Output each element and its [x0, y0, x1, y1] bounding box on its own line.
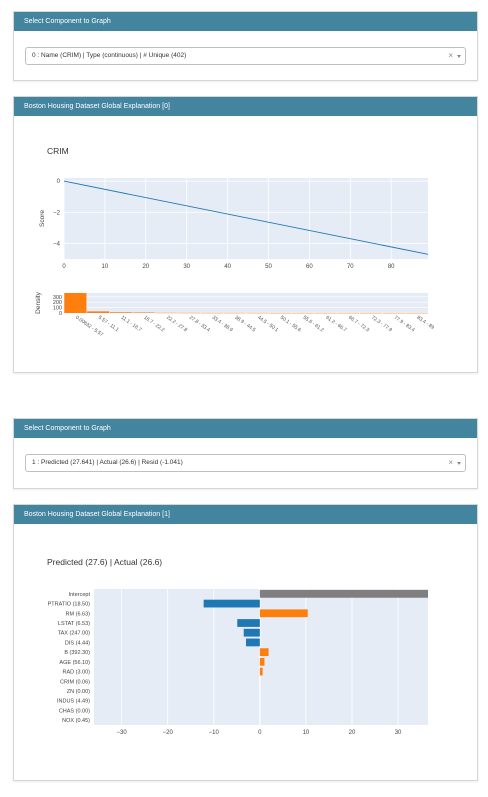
y-tick-label: 300 [53, 295, 62, 301]
y-tick-label: −2 [53, 210, 61, 216]
x-tick-label: 70 [347, 264, 354, 270]
card-header: Select Component to Graph [14, 12, 477, 31]
x-tick-label: 83.4 - 89 [415, 315, 435, 331]
x-tick-label: 20 [349, 730, 356, 736]
contribution-bar [259, 589, 428, 598]
y-tick-label: RM (6.63) [66, 611, 91, 617]
y-tick-label: CHAS (0.00) [59, 708, 90, 714]
y-tick-label: PTRATIO (18.50) [48, 602, 91, 608]
contribution-bar [237, 619, 260, 627]
select-value: 1 : Predicted (27.641) | Actual (26.6) |… [32, 459, 183, 466]
x-tick-label: 0 [62, 264, 66, 270]
card-header: Select Component to Graph [14, 419, 477, 438]
histogram-bar [87, 311, 110, 313]
x-tick-label: 55.6 - 61.2 [302, 315, 325, 334]
y-tick-label: 100 [53, 306, 62, 312]
x-tick-label: 80 [388, 264, 395, 270]
y-tick-label: AGE (56.10) [59, 660, 90, 666]
y-axis-label: Score [39, 210, 46, 227]
x-tick-label: 50 [265, 264, 272, 270]
y-tick-label: TAX (247.00) [58, 631, 90, 637]
y-tick-label: 0 [59, 311, 62, 317]
y-tick-label: NOX (0.45) [62, 718, 90, 724]
clear-icon[interactable]: × [448, 51, 453, 60]
select-component-card-2: Select Component to Graph 1 : Predicted … [13, 418, 478, 489]
x-tick-label: 20 [142, 264, 149, 270]
global-explanation-card-2: Boston Housing Dataset Global Explanatio… [13, 504, 478, 781]
x-tick-label: 66.7 - 72.3 [347, 315, 370, 334]
plot-area [64, 178, 428, 259]
hist-plot-area [64, 293, 428, 313]
chart-title: CRIM [47, 146, 69, 156]
histogram-bar [64, 293, 87, 313]
histogram-bar [132, 312, 155, 313]
x-tick-label: 11.1 - 16.7 [120, 315, 143, 334]
chart-title: Predicted (27.6) | Actual (26.6) [47, 557, 162, 567]
y-tick-label: 200 [53, 300, 62, 306]
score-line [63, 180, 429, 255]
histogram-bar [109, 312, 132, 313]
y-tick-label: −4 [53, 241, 61, 247]
x-tick-label: −20 [163, 730, 174, 736]
x-tick-label: 50.1 - 55.6 [279, 315, 302, 334]
y-tick-label: RAD (3.00) [62, 670, 90, 676]
local-explanation-chart[interactable]: Predicted (27.6) | Actual (26.6) −30 −20 −1… [14, 524, 477, 780]
x-tick-label: 38.9 - 44.5 [233, 315, 256, 334]
contribution-bar [203, 599, 260, 608]
x-tick-label: 10 [102, 264, 109, 270]
card-header: Boston Housing Dataset Global Explanatio… [14, 97, 477, 116]
global-explanation-card-1: Boston Housing Dataset Global Explanatio… [13, 96, 478, 373]
y-tick-label: 0 [57, 179, 61, 185]
card-header: Boston Housing Dataset Global Explanatio… [14, 505, 477, 524]
contribution-bar [259, 609, 308, 618]
x-tick-label: 72.3 - 77.9 [370, 315, 393, 334]
y-tick-label: B (392.30) [64, 650, 90, 656]
y-tick-label: LSTAT (6.53) [58, 621, 90, 627]
x-tick-label: 77.9 - 83.4 [393, 315, 416, 334]
x-tick-label: 27.8 - 33.4 [188, 315, 211, 334]
contribution-bar [259, 648, 269, 657]
chevron-down-icon[interactable] [457, 55, 461, 58]
x-tick-label: −10 [209, 730, 220, 736]
x-tick-label: 30 [183, 264, 190, 270]
x-tick-label: 22.2 - 27.8 [165, 315, 188, 334]
y-axis-label: Density [35, 291, 42, 313]
y-tick-label: DIS (4.44) [65, 640, 90, 646]
contribution-bar [243, 628, 260, 637]
contribution-bar [259, 667, 263, 676]
x-tick-label: −30 [117, 730, 128, 736]
x-tick-label: 16.7 - 22.2 [142, 315, 165, 334]
chevron-down-icon[interactable] [457, 462, 461, 465]
y-tick-label: CRIM (0.06) [60, 679, 90, 685]
x-tick-label: 33.4 - 38.9 [211, 315, 234, 334]
x-tick-label: 40 [224, 264, 231, 270]
select-component-card-1: Select Component to Graph 0 : Name (CRIM… [13, 11, 478, 81]
x-tick-label: 10 [303, 730, 310, 736]
y-tick-label: ZN (0.00) [67, 689, 90, 695]
select-value: 0 : Name (CRIM) | Type (continuous) | # … [32, 52, 187, 59]
clear-icon[interactable]: × [448, 458, 453, 467]
x-tick-label: 60 [306, 264, 313, 270]
contribution-bar [259, 657, 265, 666]
component-select-1[interactable]: 0 : Name (CRIM) | Type (continuous) | # … [25, 47, 466, 65]
x-tick-label: 0 [258, 730, 262, 736]
component-select-2[interactable]: 1 : Predicted (27.641) | Actual (26.6) |… [25, 454, 466, 472]
x-tick-label: 44.5 - 50.1 [256, 315, 279, 334]
x-tick-label: 61.2 - 66.7 [324, 315, 347, 334]
x-tick-label: 30 [395, 730, 402, 736]
y-tick-label: INDUS (4.49) [57, 699, 90, 705]
y-tick-label: Intercept [69, 592, 91, 598]
contribution-bar [246, 638, 260, 647]
